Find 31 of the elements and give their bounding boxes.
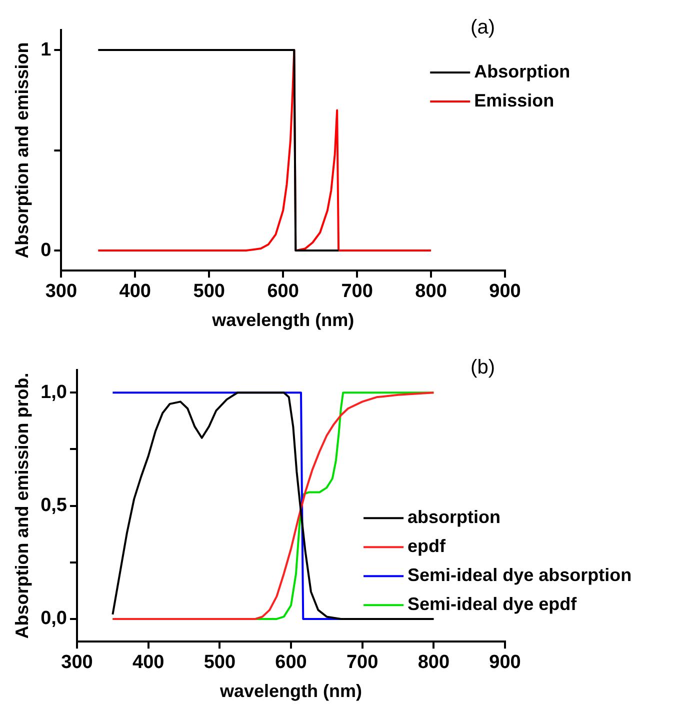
y-tick-label: 1,0 — [40, 382, 68, 403]
legend-label: Emission — [474, 90, 554, 110]
legend-label: epdf — [408, 536, 447, 556]
x-tick-label: 600 — [267, 281, 299, 302]
legend-label: Semi-ideal dye epdf — [408, 594, 578, 614]
legend-label: Absorption — [474, 61, 570, 82]
legend-label: Semi-ideal dye absorption — [408, 565, 632, 586]
x-tick-label: 600 — [275, 652, 307, 674]
x-tick-label: 300 — [45, 281, 78, 302]
x-axis-title: wavelength (nm) — [211, 310, 354, 330]
x-tick-label: 800 — [418, 652, 450, 674]
y-tick-label: 0,5 — [40, 495, 68, 516]
annotation: (a) — [470, 16, 495, 39]
y-tick-label: 0 — [40, 240, 52, 261]
y-axis-title: Absorption and emission — [12, 42, 32, 258]
x-tick-label: 500 — [193, 281, 225, 302]
legend-label: absorption — [408, 507, 501, 528]
y-tick-label: 1 — [40, 39, 52, 60]
x-axis-title: wavelength (nm) — [219, 681, 362, 702]
x-tick-label: 800 — [415, 281, 447, 302]
annotation: (b) — [470, 356, 495, 379]
x-tick-label: 700 — [341, 281, 373, 302]
x-tick-label: 700 — [346, 652, 378, 674]
x-tick-label: 400 — [119, 281, 151, 302]
y-axis-title: Absorption and emission prob. — [12, 372, 32, 639]
x-tick-label: 900 — [489, 281, 521, 302]
x-tick-label: 300 — [61, 652, 93, 674]
x-tick-label: 400 — [132, 652, 164, 674]
y-tick-label: 0,0 — [40, 608, 68, 630]
x-tick-label: 500 — [204, 652, 236, 674]
x-tick-label: 900 — [489, 652, 521, 674]
